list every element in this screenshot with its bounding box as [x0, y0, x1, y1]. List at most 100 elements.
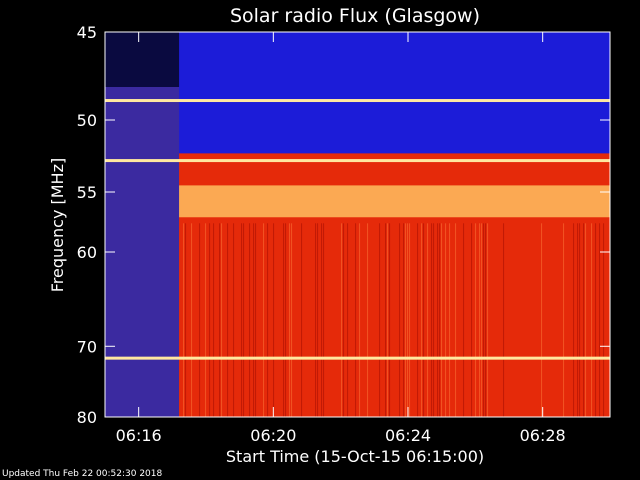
striation [191, 223, 193, 417]
striation [441, 223, 443, 417]
y-axis-unit: MHz [48, 164, 67, 198]
striation [221, 223, 223, 417]
striation [481, 223, 483, 417]
striation [283, 223, 285, 417]
striation [485, 223, 487, 417]
x-axis-label: Start Time (15-Oct-15 06:15:00) [226, 447, 484, 466]
striation [389, 223, 391, 417]
band-hot [105, 185, 610, 218]
footer-updated-text: Updated Thu Feb 22 00:52:30 2018 [2, 469, 163, 479]
y-tick-label: 45 [77, 23, 97, 42]
striation [209, 223, 211, 417]
band-low-frequency [105, 32, 610, 154]
striation [243, 223, 245, 417]
striation [599, 223, 601, 417]
striation [367, 223, 369, 417]
striation [483, 223, 485, 417]
striation [471, 223, 473, 417]
y-axis-label-text: Frequency [48, 204, 67, 292]
striation [343, 223, 345, 417]
plot-frame [104, 31, 611, 418]
striation [573, 223, 575, 417]
striation [591, 223, 593, 417]
striation [437, 223, 439, 417]
striation [427, 223, 429, 417]
striation [387, 223, 389, 417]
y-axis-unit-close-bracket: ] [48, 158, 67, 164]
striation [579, 223, 581, 417]
striation [341, 223, 343, 417]
striation [455, 223, 457, 417]
striation [417, 223, 419, 417]
striation [439, 223, 441, 417]
y-tick-label: 55 [77, 183, 97, 202]
striation [503, 223, 505, 417]
y-axis-label: Frequency [MHz] [48, 158, 67, 292]
striation [263, 223, 265, 417]
striation [255, 223, 257, 417]
striation [227, 223, 229, 417]
bright-line [105, 356, 610, 360]
y-tick-label: 50 [77, 111, 97, 130]
striation [407, 223, 409, 417]
striation [541, 223, 543, 417]
striation [249, 223, 251, 417]
striation [449, 223, 451, 417]
striation [317, 223, 319, 417]
y-axis-unit-open-bracket: [ [48, 198, 67, 204]
striation [405, 223, 407, 417]
striation [603, 223, 605, 417]
x-tick-label: 06:24 [385, 426, 431, 445]
striation [463, 223, 465, 417]
striation [475, 223, 477, 417]
striation [585, 223, 587, 417]
striation [199, 223, 201, 417]
striation [301, 223, 303, 417]
striation [409, 223, 411, 417]
striation [423, 223, 425, 417]
striation [291, 223, 293, 417]
striation [315, 223, 317, 417]
striation [185, 223, 187, 417]
x-tick-label: 06:16 [116, 426, 162, 445]
striation [321, 223, 323, 417]
striation [403, 223, 405, 417]
spectrogram-heatmap [105, 32, 610, 417]
chart-title: Solar radio Flux (Glasgow) [230, 5, 480, 27]
y-tick-label: 60 [77, 243, 97, 262]
striation [253, 223, 255, 417]
striation [233, 223, 235, 417]
bright-line [105, 159, 610, 163]
striation [183, 223, 185, 417]
striation [479, 223, 481, 417]
striation [273, 223, 275, 417]
striation [385, 223, 387, 417]
striation [323, 223, 325, 417]
axes: 45 50 55 60 70 80 06:16 06:20 06:24 06:28 [77, 23, 610, 445]
x-tick-label: 06:28 [520, 426, 566, 445]
striation [595, 223, 597, 417]
striation [241, 223, 243, 417]
striation [379, 223, 381, 417]
x-tick-label: 06:20 [250, 426, 296, 445]
striation [213, 223, 215, 417]
striation [347, 223, 349, 417]
striation [289, 223, 291, 417]
striation [487, 223, 489, 417]
bright-line [105, 99, 610, 103]
striation [433, 223, 435, 417]
band-pre-onset-top [105, 32, 180, 87]
striation [563, 223, 565, 417]
striation [355, 223, 357, 417]
striation [219, 223, 221, 417]
striation [577, 223, 579, 417]
striation [285, 223, 287, 417]
striation [431, 223, 433, 417]
striation [205, 223, 207, 417]
y-tick-label: 80 [77, 408, 97, 427]
striation [267, 223, 269, 417]
band-pre-onset [105, 32, 180, 417]
y-tick-label: 70 [77, 337, 97, 356]
striation [359, 223, 361, 417]
